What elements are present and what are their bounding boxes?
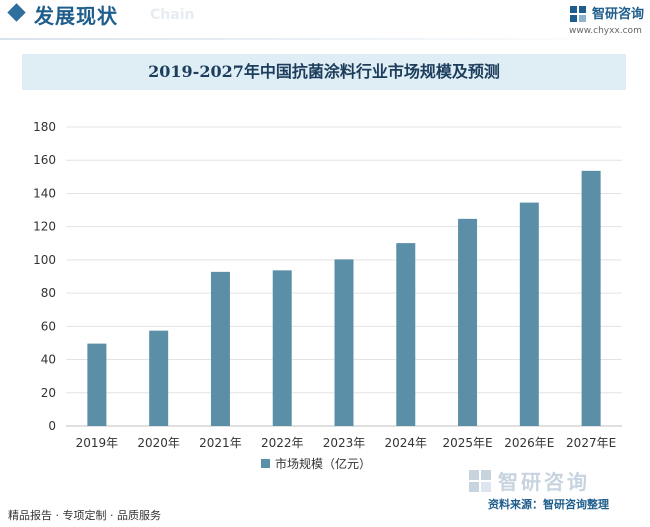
- header-divider: [0, 38, 650, 40]
- header-ghost-text: Chain: [150, 7, 195, 23]
- y-tick-label: 180: [33, 120, 56, 134]
- legend-swatch: [261, 459, 270, 468]
- bar: [396, 243, 416, 426]
- brand-logo-icon: [570, 6, 586, 22]
- brand-name: 智研咨询: [592, 7, 645, 22]
- y-tick-label: 40: [41, 353, 56, 367]
- y-tick-label: 60: [41, 319, 56, 333]
- footer-logo-text: 智研咨询: [498, 470, 590, 494]
- y-tick-label: 80: [41, 286, 56, 300]
- y-tick-label: 120: [33, 220, 56, 234]
- x-tick-label: 2027年E: [566, 436, 616, 450]
- x-tick-label: 2024年: [385, 436, 428, 450]
- bar: [519, 202, 539, 426]
- chart-title: 2019-2027年中国抗菌涂料行业市场规模及预测: [148, 62, 500, 81]
- bar: [458, 218, 478, 426]
- source-note: 资料来源：智研咨询整理: [488, 498, 609, 511]
- legend-label: 市场规模（亿元）: [275, 456, 371, 471]
- y-tick-label: 140: [33, 186, 56, 200]
- x-tick-label: 2020年: [137, 436, 180, 450]
- x-tick-label: 2022年: [261, 436, 304, 450]
- x-tick-label: 2026年E: [504, 436, 554, 450]
- section-title: 发展现状: [34, 4, 118, 28]
- bar: [149, 330, 169, 426]
- footer-logo: 智研咨询: [468, 466, 644, 496]
- bar-chart: 0 20 40 60 80 100 120 140 160 180 2019年 2020年 2021年 2…: [33, 120, 622, 471]
- x-tick-label: 2023年: [323, 436, 366, 450]
- bar: [87, 343, 107, 426]
- y-tick-label: 160: [33, 153, 56, 167]
- bar: [210, 271, 230, 426]
- chart-title-bar: 2019-2027年中国抗菌涂料行业市场规模及预测: [22, 54, 626, 90]
- bar: [581, 170, 601, 426]
- bar: [272, 270, 292, 426]
- footer-tagline: 精品报告 · 专项定制 · 品质服务: [8, 509, 161, 522]
- header: 发展现状 Chain 智研咨询 www.chyxx.com: [0, 0, 650, 42]
- x-tick-label: 2019年: [76, 436, 119, 450]
- brand-url: www.chyxx.com: [569, 26, 642, 36]
- y-tick-label: 0: [48, 419, 56, 433]
- diamond-icon: [7, 3, 26, 22]
- footer-logo-icon: [469, 470, 491, 492]
- bar: [334, 259, 354, 426]
- y-tick-label: 20: [41, 386, 56, 400]
- y-tick-label: 100: [33, 253, 56, 267]
- x-tick-label: 2021年: [199, 436, 242, 450]
- x-tick-label: 2025年E: [442, 436, 492, 450]
